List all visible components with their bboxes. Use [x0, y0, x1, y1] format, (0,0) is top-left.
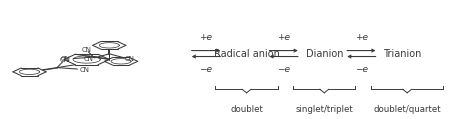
Text: Radical anion: Radical anion [214, 49, 279, 59]
Text: +e: +e [199, 33, 212, 42]
Text: Trianion: Trianion [383, 49, 421, 59]
Text: CN: CN [81, 47, 91, 53]
Text: +e: +e [355, 33, 368, 42]
Text: CN: CN [59, 57, 70, 63]
Text: −e: −e [277, 65, 290, 74]
Text: +e: +e [277, 33, 290, 42]
Text: CN: CN [124, 56, 135, 62]
Text: singlet/triplet: singlet/triplet [295, 105, 353, 114]
Text: CN: CN [80, 67, 90, 73]
Text: CN: CN [84, 56, 94, 62]
Text: −e: −e [199, 65, 212, 74]
Text: CN: CN [61, 56, 71, 62]
Text: doublet: doublet [230, 105, 263, 114]
Text: doublet/quartet: doublet/quartet [373, 105, 441, 114]
Text: −e: −e [355, 65, 368, 74]
Text: Dianion: Dianion [306, 49, 343, 59]
